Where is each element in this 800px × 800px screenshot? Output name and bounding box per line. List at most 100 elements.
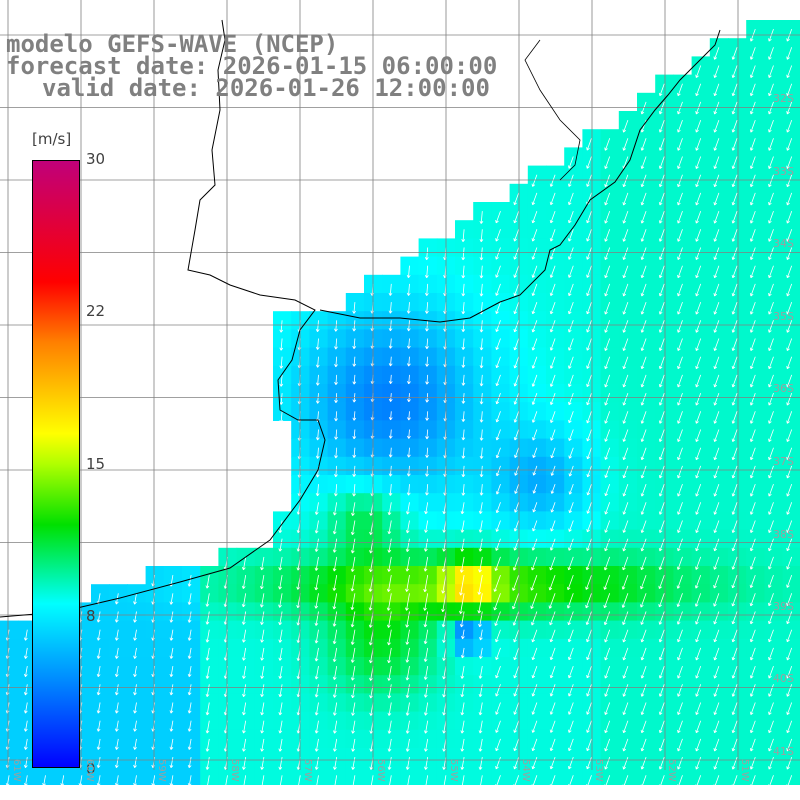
wind-arrow [205, 575, 210, 589]
wind-arrow [550, 483, 556, 494]
wind-arrow [622, 447, 629, 461]
wind-arrow [640, 429, 647, 442]
wind-arrow [352, 484, 356, 497]
wind-arrow [586, 247, 592, 260]
wind-arrow [495, 538, 501, 551]
wind-arrow [677, 465, 683, 479]
wind-arrow [332, 629, 338, 645]
wind-arrow [260, 757, 265, 770]
wind-arrow [677, 411, 683, 424]
wind-arrow [387, 757, 392, 770]
wind-arrow [242, 738, 247, 752]
wind-arrow [423, 575, 429, 593]
wind-arrow [532, 465, 538, 476]
wind-arrow [42, 775, 46, 787]
wind-arrow [96, 775, 101, 787]
wind-arrow [768, 538, 774, 552]
wind-arrow [749, 629, 756, 643]
wind-arrow [658, 338, 665, 351]
wind-arrow [513, 756, 520, 770]
wind-arrow [333, 720, 338, 734]
wind-arrow [479, 265, 484, 279]
wind-arrow [369, 775, 374, 789]
wind-arrow [622, 356, 629, 370]
wind-arrow [568, 738, 574, 752]
wind-arrow [334, 411, 338, 422]
wind-arrow [640, 356, 647, 370]
wind-arrow [279, 411, 284, 424]
wind-arrow [442, 757, 447, 770]
wind-arrow [477, 575, 483, 595]
wind-arrow [495, 301, 501, 314]
wind-arrow [442, 538, 447, 552]
wind-arrow [388, 411, 393, 421]
wind-arrow [387, 775, 392, 789]
wind-arrow [512, 593, 520, 610]
wind-arrow [622, 174, 629, 188]
wind-arrow [603, 574, 611, 590]
wind-arrow [314, 502, 319, 515]
wind-arrow [768, 738, 774, 752]
wind-arrow [424, 757, 429, 770]
wind-arrow [531, 320, 538, 333]
wind-arrow [749, 174, 756, 188]
wind-arrow [586, 502, 592, 514]
wind-arrow [531, 174, 538, 187]
wind-arrow [640, 101, 647, 115]
wind-arrow [478, 720, 483, 734]
wind-arrow [461, 374, 466, 386]
wind-arrow [23, 757, 28, 769]
wind-arrow [459, 556, 465, 573]
wind-arrow [713, 665, 720, 679]
wind-arrow [713, 684, 720, 697]
wind-arrow [260, 775, 265, 789]
wind-arrow [423, 556, 429, 572]
wind-arrow [568, 702, 574, 715]
wind-arrow [493, 593, 501, 611]
wind-arrow [133, 647, 137, 659]
wind-arrow [731, 138, 738, 151]
colorbar-tick-8: 8 [86, 607, 96, 625]
wind-arrow [786, 684, 793, 697]
wind-arrow [567, 556, 574, 571]
wind-arrow [187, 738, 192, 750]
wind-arrow [695, 356, 702, 370]
wind-arrow [731, 574, 738, 589]
wind-arrow [479, 484, 484, 496]
wind-arrow [640, 447, 647, 461]
wind-arrow [350, 520, 356, 536]
wind-arrow [424, 265, 429, 279]
wind-arrow [424, 538, 429, 552]
wind-arrow [604, 756, 611, 770]
wind-arrow [479, 338, 484, 351]
wind-arrow [405, 738, 410, 752]
wind-arrow [314, 647, 319, 662]
wind-arrow [333, 484, 338, 497]
wind-arrow [622, 192, 629, 206]
wind-arrow [405, 666, 410, 681]
wind-arrow [713, 720, 720, 734]
wind-arrow [405, 720, 410, 734]
wind-arrow [406, 283, 411, 296]
wind-arrow [531, 283, 538, 297]
wind-arrow [586, 138, 592, 151]
wind-arrow [731, 411, 738, 424]
wind-arrow [405, 538, 410, 552]
wind-arrow [568, 665, 574, 679]
wind-arrow [749, 47, 756, 60]
wind-arrow [749, 684, 756, 697]
wind-arrow [388, 484, 393, 496]
wind-arrow [133, 720, 137, 732]
wind-arrow [352, 320, 357, 332]
wind-arrow [786, 392, 793, 406]
lat-label-32s: 32S [773, 92, 794, 105]
wind-arrow [677, 538, 683, 552]
wind-arrow [786, 411, 793, 424]
wind-arrow [460, 684, 465, 698]
wind-arrow [405, 611, 410, 628]
wind-arrow [677, 684, 683, 697]
wind-arrow [442, 647, 447, 661]
wind-arrow [658, 556, 665, 571]
wind-arrow [568, 192, 574, 206]
wind-arrow [495, 684, 501, 697]
